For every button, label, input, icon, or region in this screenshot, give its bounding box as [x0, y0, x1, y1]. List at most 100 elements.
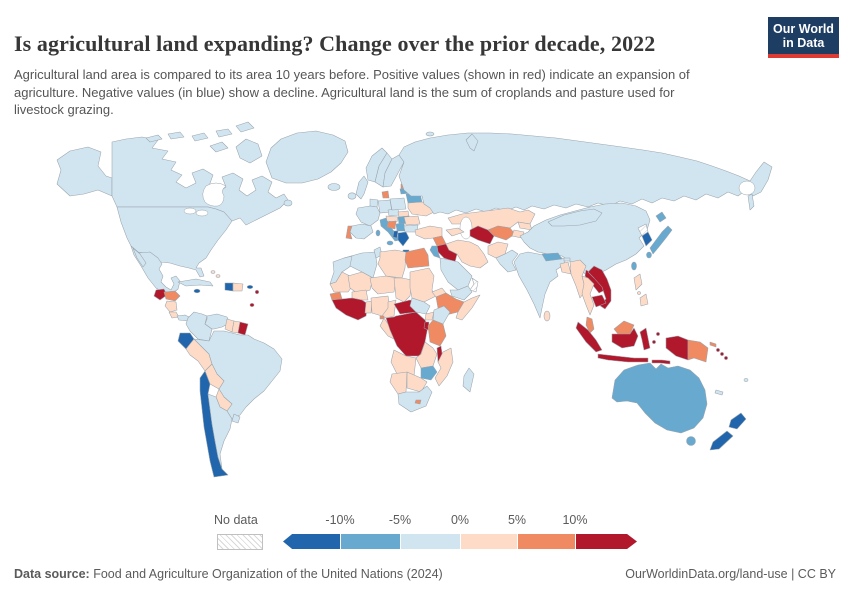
country-canada-island[interactable]: [145, 134, 163, 143]
country-indonesia-papua[interactable]: [665, 335, 689, 361]
country-malaysia[interactable]: [585, 316, 595, 334]
country-oman[interactable]: [469, 277, 479, 293]
country-haiti[interactable]: [224, 282, 234, 292]
country-bahamas[interactable]: [210, 270, 216, 274]
legend-bin-growth_mid[interactable]: [517, 534, 575, 549]
country-uk[interactable]: [355, 175, 369, 200]
country-uganda[interactable]: [424, 311, 435, 321]
country-venezuela[interactable]: [204, 313, 231, 330]
country-cambodia[interactable]: [591, 294, 607, 308]
country-somalia[interactable]: [455, 294, 481, 321]
country-poland[interactable]: [389, 197, 407, 211]
country-italy-sardinia[interactable]: [375, 229, 381, 237]
country-solomon-islands[interactable]: [724, 356, 728, 360]
country-australia[interactable]: [611, 362, 708, 434]
country-indonesia-maluku[interactable]: [656, 332, 660, 336]
country-chad[interactable]: [393, 277, 413, 303]
country-uruguay[interactable]: [231, 413, 241, 424]
country-albania[interactable]: [392, 230, 399, 239]
country-botswana[interactable]: [406, 371, 428, 393]
country-taiwan[interactable]: [631, 261, 637, 271]
country-france[interactable]: [355, 205, 381, 227]
country-indonesia-sulawesi[interactable]: [639, 327, 651, 351]
country-guatemala[interactable]: [153, 288, 168, 301]
country-fiji[interactable]: [743, 378, 749, 382]
country-cuba[interactable]: [177, 278, 214, 287]
legend-bin-growth_large[interactable]: [575, 534, 637, 549]
country-sakhalin[interactable]: [747, 193, 755, 211]
country-indonesia-borneo[interactable]: [611, 327, 639, 349]
country-japan-honshu[interactable]: [649, 225, 673, 255]
country-japan-hokkaido[interactable]: [655, 211, 667, 223]
country-mongolia[interactable]: [547, 208, 603, 227]
country-kenya[interactable]: [432, 305, 451, 325]
country-papua-new-guinea[interactable]: [687, 339, 709, 363]
country-philippines-mindanao[interactable]: [639, 293, 649, 307]
country-canada-island[interactable]: [191, 132, 209, 142]
country-mali[interactable]: [347, 271, 374, 295]
country-philippines-luzon[interactable]: [633, 273, 643, 291]
country-south-korea[interactable]: [641, 231, 653, 247]
country-sri-lanka[interactable]: [543, 310, 551, 322]
country-zimbabwe[interactable]: [420, 365, 438, 381]
country-pakistan[interactable]: [495, 249, 519, 273]
country-lesotho[interactable]: [414, 399, 422, 405]
country-egypt[interactable]: [404, 247, 430, 269]
country-mozambique[interactable]: [434, 347, 454, 387]
country-usa[interactable]: [116, 206, 233, 278]
country-turkmenistan[interactable]: [469, 225, 495, 245]
country-usa-alaska[interactable]: [56, 146, 113, 197]
country-new-zealand-south[interactable]: [709, 430, 734, 451]
legend-bin-decline_mid[interactable]: [340, 534, 400, 549]
country-jamaica[interactable]: [193, 288, 201, 294]
country-canada-island[interactable]: [235, 121, 255, 133]
owid-url-license[interactable]: OurWorldinData.org/land-use | CC BY: [625, 567, 836, 581]
country-bhutan[interactable]: [563, 257, 571, 262]
country-russia[interactable]: [398, 132, 773, 215]
country-thailand[interactable]: [581, 275, 595, 316]
country-yemen[interactable]: [449, 285, 473, 301]
country-saudi-arabia[interactable]: [439, 257, 473, 291]
legend-bin-growth_small[interactable]: [460, 534, 517, 549]
country-canada-victoria-island[interactable]: [209, 141, 229, 153]
country-malaysia-borneo[interactable]: [613, 320, 635, 335]
country-netherlands-belgium[interactable]: [369, 198, 379, 208]
country-solomon-islands[interactable]: [720, 352, 724, 356]
legend-no-data-swatch[interactable]: [217, 534, 263, 550]
country-vietnam[interactable]: [587, 265, 612, 310]
country-romania[interactable]: [403, 215, 421, 226]
country-tanzania[interactable]: [427, 319, 447, 347]
country-serbia[interactable]: [395, 222, 406, 232]
country-bahamas[interactable]: [215, 274, 221, 278]
country-austria[interactable]: [385, 215, 399, 223]
country-west-africa-guinea-ghana[interactable]: [331, 297, 369, 321]
country-lesser-antilles[interactable]: [255, 290, 259, 294]
country-puerto-rico[interactable]: [246, 285, 254, 289]
country-sudan[interactable]: [409, 267, 437, 303]
country-south-africa[interactable]: [397, 385, 433, 413]
country-italy-sicily[interactable]: [386, 240, 394, 246]
country-namibia[interactable]: [389, 371, 408, 395]
country-svalbard[interactable]: [425, 131, 435, 137]
country-indonesia-lesser-sunda[interactable]: [651, 359, 671, 365]
country-dominican-republic[interactable]: [232, 282, 244, 292]
country-new-zealand-north[interactable]: [728, 412, 747, 430]
country-spain[interactable]: [349, 223, 374, 240]
country-madagascar[interactable]: [462, 367, 475, 393]
country-greenland[interactable]: [265, 130, 349, 184]
country-ireland[interactable]: [347, 192, 357, 200]
country-greece[interactable]: [397, 231, 410, 247]
country-japan-kyushu[interactable]: [646, 251, 652, 259]
country-nepal[interactable]: [541, 252, 563, 262]
country-new-caledonia[interactable]: [714, 389, 724, 396]
country-mexico[interactable]: [130, 245, 181, 295]
country-drc[interactable]: [385, 311, 429, 357]
country-canada-island[interactable]: [167, 131, 185, 140]
country-senegal[interactable]: [329, 291, 343, 301]
country-solomon-islands[interactable]: [716, 348, 720, 352]
country-canada-island[interactable]: [215, 128, 233, 138]
country-nicaragua[interactable]: [164, 300, 178, 313]
country-iceland[interactable]: [327, 183, 341, 191]
country-denmark[interactable]: [381, 190, 390, 199]
country-novaya-zemlya[interactable]: [465, 133, 479, 152]
